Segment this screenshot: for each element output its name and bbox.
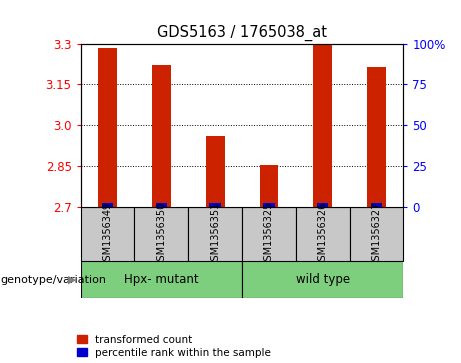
Bar [317, 203, 328, 207]
Text: GSM1356327: GSM1356327 [372, 201, 382, 267]
Bar [242, 261, 403, 298]
Bar [206, 136, 225, 207]
Bar [188, 207, 242, 261]
Text: Hpx- mutant: Hpx- mutant [124, 273, 199, 286]
Bar [135, 207, 188, 261]
Bar [81, 261, 242, 298]
Legend: transformed count, percentile rank within the sample: transformed count, percentile rank withi… [77, 335, 271, 358]
Bar [263, 203, 275, 207]
Title: GDS5163 / 1765038_at: GDS5163 / 1765038_at [157, 25, 327, 41]
Bar [242, 207, 296, 261]
Text: wild type: wild type [296, 273, 350, 286]
Text: GSM1356350: GSM1356350 [156, 201, 166, 267]
Text: GSM1356325: GSM1356325 [264, 201, 274, 267]
Bar [313, 44, 332, 207]
Text: GSM1356351: GSM1356351 [210, 201, 220, 267]
Bar [98, 48, 117, 207]
Bar [296, 207, 349, 261]
Bar [371, 203, 382, 207]
Text: GSM1356349: GSM1356349 [102, 201, 112, 267]
Bar [102, 203, 113, 207]
Bar [152, 65, 171, 207]
Bar [349, 207, 403, 261]
Bar [367, 67, 386, 207]
Text: ▶: ▶ [68, 274, 76, 285]
Bar [156, 203, 167, 207]
Bar [260, 165, 278, 207]
Text: GSM1356326: GSM1356326 [318, 201, 328, 267]
Bar [209, 203, 221, 207]
Text: genotype/variation: genotype/variation [0, 274, 106, 285]
Bar [81, 207, 135, 261]
